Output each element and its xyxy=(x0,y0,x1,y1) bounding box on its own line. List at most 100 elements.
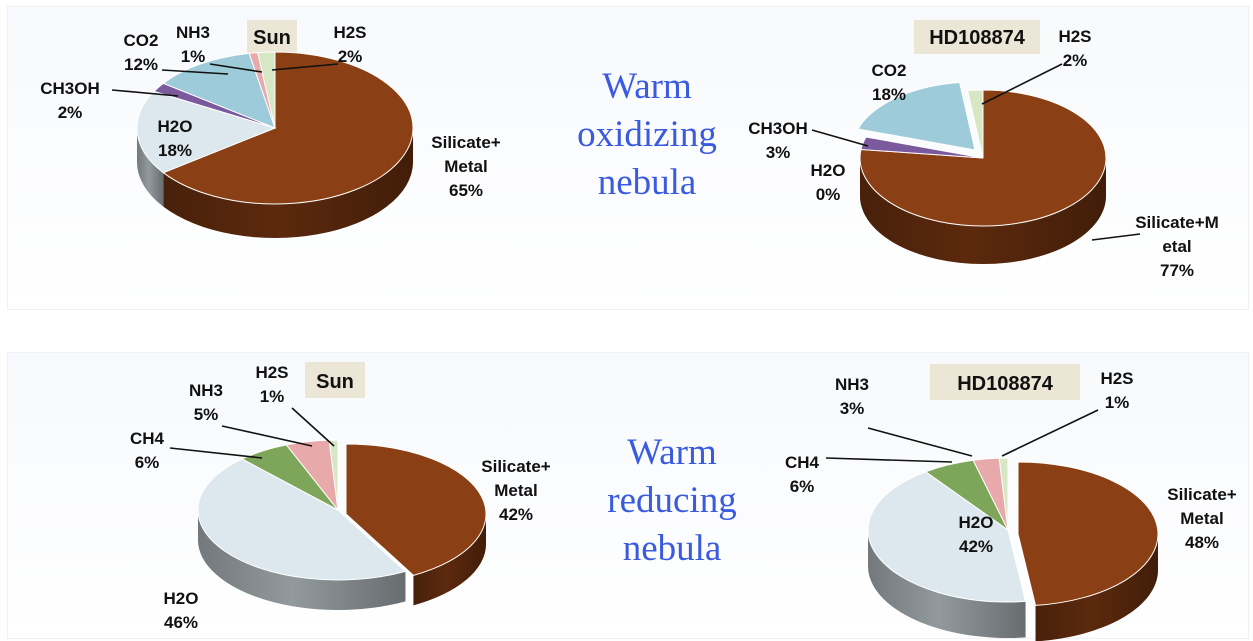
slice-label-h2o: H2O xyxy=(811,161,846,180)
pie-slice-h2o xyxy=(197,458,407,581)
pie-top xyxy=(857,82,1107,227)
slice-label-h2o: H2O xyxy=(158,117,193,136)
slice-label-h2s: H2S xyxy=(255,363,288,382)
pie-labels: Silicate+ Metal 48% H2O 42% CH4 6% NH3 3% H2S 1% xyxy=(785,369,1237,556)
pie-side-shade xyxy=(198,510,406,611)
pies-layer: Silicate+Metal65%H2O18%CH3OH2%CO212%NH31… xyxy=(40,23,1237,641)
chart-title-hd-oxidizing: HD108874 xyxy=(914,20,1040,54)
slice-label-silicate-metal: Silicate+ xyxy=(431,133,501,152)
slice-label-h2o: H2O xyxy=(164,589,199,608)
chart-title-text: HD108874 xyxy=(957,373,1054,395)
slice-label-silicate-metal: Silicate+M xyxy=(1135,213,1219,232)
leader-line-ch3oh xyxy=(811,129,869,147)
slice-label-ch3oh: CH3OH xyxy=(40,79,100,98)
slice-label-h2o: 42% xyxy=(959,537,993,556)
slice-label-co2: 18% xyxy=(872,85,906,104)
slice-label-silicate-metal: Metal xyxy=(494,481,537,500)
nebula-label-line: oxidizing xyxy=(577,114,717,155)
nebula-label-line: reducing xyxy=(607,480,736,521)
slice-label-silicate-metal: 42% xyxy=(499,505,533,524)
slice-label-ch4: CH4 xyxy=(785,453,820,472)
pie-labels: Silicate+M etal 77% H2O 0% CH3OH 3% CO2 18% H2S 2% xyxy=(748,27,1219,280)
pie-slice-h2o xyxy=(136,90,277,174)
slice-label-h2s: H2S xyxy=(1100,369,1133,388)
pie-depth xyxy=(198,510,486,611)
chart-title-sun-oxidizing: Sun xyxy=(247,20,297,54)
slice-label-nh3: NH3 xyxy=(189,381,223,400)
slice-label-silicate-metal: 77% xyxy=(1160,261,1194,280)
pie-slice-h2o xyxy=(867,471,1027,603)
slice-label-h2s: 2% xyxy=(338,47,363,66)
pie-side-shade xyxy=(1035,534,1158,641)
slice-label-h2o: 18% xyxy=(158,141,192,160)
slice-label-h2s: 2% xyxy=(1063,51,1088,70)
leader-line-silicate-metal xyxy=(1091,233,1141,241)
slice-label-silicate-metal: Silicate+ xyxy=(1167,485,1237,504)
pie-3: Silicate+ Metal 48% H2O 42% CH4 6% NH3 3% H2S 1% xyxy=(785,369,1237,641)
slice-label-ch3oh: 3% xyxy=(766,143,791,162)
chart-title-sun-reducing: Sun xyxy=(305,362,365,398)
slice-label-nh3: NH3 xyxy=(835,375,869,394)
nebula-label-line: Warm xyxy=(602,66,692,107)
slice-label-ch3oh: CH3OH xyxy=(748,119,808,138)
pie-slice-h2s xyxy=(998,457,1009,531)
leader-line-h2s xyxy=(291,407,335,447)
leader-line-nh3 xyxy=(209,63,263,73)
chart-title-text: Sun xyxy=(253,27,291,49)
leader-line-h2s xyxy=(1001,409,1099,457)
pie-slice-ch3oh xyxy=(860,136,984,159)
slice-label-nh3: 3% xyxy=(840,399,865,418)
leader-line-nh3 xyxy=(221,425,313,447)
chart-title-text: Sun xyxy=(316,371,354,393)
nebula-label-oxidizing: Warm oxidizing nebula xyxy=(577,66,717,203)
slice-label-h2o: H2O xyxy=(959,513,994,532)
slice-label-ch4: 6% xyxy=(790,477,815,496)
pie-top xyxy=(867,457,1159,606)
slice-label-h2s: 1% xyxy=(260,387,285,406)
pie-depth xyxy=(868,530,1158,641)
pie-side-shade xyxy=(868,530,1026,638)
nebula-label-reducing: Warm reducing nebula xyxy=(607,432,736,569)
slice-label-h2s: 1% xyxy=(1105,393,1130,412)
slice-label-nh3: 5% xyxy=(194,405,219,424)
pie-depth xyxy=(137,128,414,238)
nebula-label-line: nebula xyxy=(623,528,722,569)
leader-line-h2s xyxy=(981,63,1063,105)
slice-label-silicate-metal: etal xyxy=(1162,237,1191,256)
slice-label-ch4: CH4 xyxy=(130,429,165,448)
pie-slice-silicate-metal xyxy=(1017,461,1159,606)
slice-label-silicate-metal: 65% xyxy=(449,181,483,200)
pie-slice-co2 xyxy=(857,82,976,151)
leader-line-ch4 xyxy=(169,447,263,459)
pie-side-shade xyxy=(137,128,164,207)
pie-1: Silicate+M etal 77% H2O 0% CH3OH 3% CO2 18% H2S 2% xyxy=(748,27,1219,280)
leader-line-ch4 xyxy=(825,457,953,463)
pie-slice-h2s xyxy=(328,439,339,511)
slice-label-ch4: 6% xyxy=(135,453,160,472)
pie-0: Silicate+ Metal 65% H2O 18% CH3OH 2% CO2 12% NH3 1… xyxy=(40,23,501,238)
slice-label-h2o: 46% xyxy=(164,613,198,632)
chart-title-text: HD108874 xyxy=(929,27,1026,49)
pie-depth xyxy=(860,158,1106,264)
pie-labels: Silicate+ Metal 65% H2O 18% CH3OH 2% CO2 12% NH3 1… xyxy=(40,23,501,200)
pie-slice-h2s xyxy=(966,89,984,159)
slice-label-ch3oh: 2% xyxy=(58,103,83,122)
pie-labels: Silicate+ Metal 42% H2O 46% CH4 6% NH3 5% H2S 1% xyxy=(130,363,551,632)
slice-label-silicate-metal: Silicate+ xyxy=(481,457,551,476)
leader-line-ch3oh xyxy=(111,89,179,97)
slice-label-h2s: H2S xyxy=(1058,27,1091,46)
leader-line-h2s xyxy=(271,63,339,71)
pie-side-shade xyxy=(413,514,486,606)
leader-line-nh3 xyxy=(867,427,973,457)
pie-top xyxy=(136,51,414,205)
slice-label-co2: CO2 xyxy=(124,31,159,50)
chart-title-hd-reducing: HD108874 xyxy=(930,364,1080,400)
leader-line-co2 xyxy=(161,69,229,75)
pie-slice-silicate-metal xyxy=(162,51,414,205)
slice-label-h2s: H2S xyxy=(333,23,366,42)
slice-label-h2o: 0% xyxy=(816,185,841,204)
pie-top xyxy=(197,439,487,581)
pie-side-shade xyxy=(163,128,414,238)
slice-label-silicate-metal: Metal xyxy=(444,157,487,176)
